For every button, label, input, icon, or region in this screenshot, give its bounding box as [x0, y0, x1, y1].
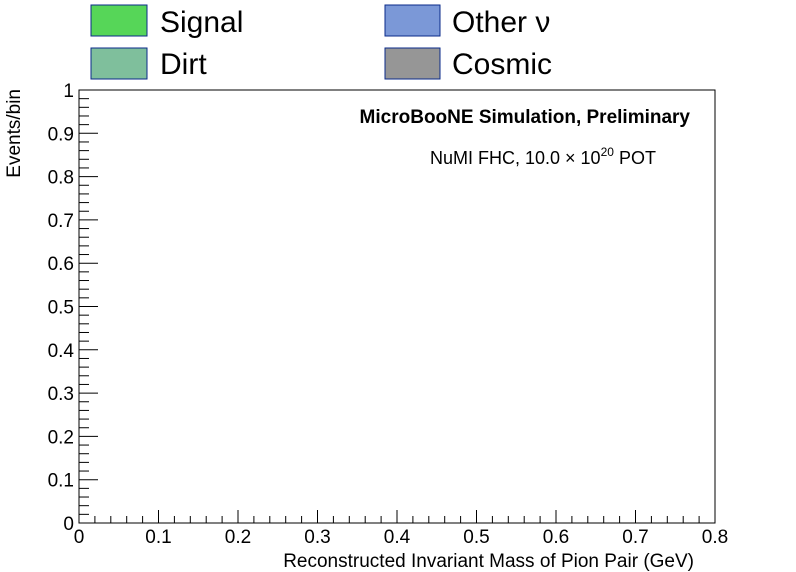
- legend-label-dirt: Dirt: [160, 48, 207, 81]
- legend-swatch-other-nu: [384, 4, 441, 37]
- y-tick-label: 0.3: [48, 384, 74, 405]
- pot-prefix: NuMI FHC, 10.0 × 10: [430, 148, 601, 168]
- y-tick-labels: 0 0.1 0.2 0.3 0.4 0.5 0.6 0.7 0.8 0.9 1: [48, 81, 75, 535]
- y-tick-label: 0.2: [48, 427, 74, 448]
- x-tick-labels: 0 0.1 0.2 0.3 0.4 0.5 0.6 0.7 0.8: [74, 527, 729, 548]
- x-tick-label: 0.2: [225, 527, 251, 548]
- y-tick-label: 0.9: [48, 124, 74, 145]
- y-tick-label: 1: [63, 81, 74, 102]
- y-tick-label: 0.6: [48, 254, 74, 275]
- pot-exponent: 20: [601, 145, 615, 159]
- legend-swatch-signal: [90, 4, 148, 37]
- legend-label-other-nu: Other ν: [452, 6, 550, 39]
- x-tick-label: 0.4: [384, 527, 411, 548]
- legend-entry-dirt: Dirt: [90, 47, 207, 81]
- y-tick-label: 0.8: [48, 168, 74, 189]
- legend-label-signal: Signal: [160, 6, 243, 39]
- y-axis-title: Events/bin: [4, 89, 25, 178]
- x-tick-label: 0.5: [463, 527, 489, 548]
- x-tick-label: 0: [74, 527, 85, 548]
- y-tick-label: 0.4: [48, 341, 75, 362]
- y-tick-label: 0.1: [48, 471, 74, 492]
- x-tick-label: 0.7: [622, 527, 648, 548]
- x-axis-title: Reconstructed Invariant Mass of Pion Pai…: [283, 551, 694, 572]
- y-tick-label: 0.5: [48, 298, 74, 319]
- legend-entry-other-nu: Other ν: [384, 4, 550, 39]
- y-tick-label: 0.7: [48, 211, 74, 232]
- y-tick-label: 0: [63, 514, 74, 535]
- x-tick-label: 0.6: [543, 527, 569, 548]
- experiment-label: MicroBooNE Simulation, Preliminary: [360, 107, 691, 128]
- x-tick-label: 0.8: [702, 527, 728, 548]
- x-tick-label: 0.1: [145, 527, 171, 548]
- legend: Signal Other ν Dirt Cosmic: [90, 4, 552, 81]
- legend-swatch-cosmic: [384, 47, 441, 80]
- legend-entry-signal: Signal: [90, 4, 243, 39]
- axis-ticks: [78, 89, 716, 524]
- x-tick-label: 0.3: [304, 527, 330, 548]
- pot-suffix: POT: [614, 148, 656, 168]
- legend-swatch-dirt: [90, 47, 148, 80]
- pot-label: NuMI FHC, 10.0 × 1020 POT: [430, 145, 656, 168]
- legend-label-cosmic: Cosmic: [452, 48, 552, 81]
- legend-entry-cosmic: Cosmic: [384, 47, 552, 81]
